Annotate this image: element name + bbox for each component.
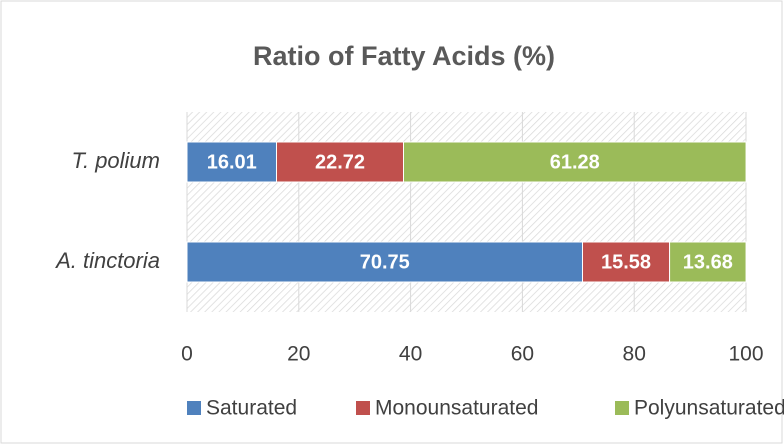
value-label: 70.75 bbox=[360, 251, 410, 273]
value-label: 22.72 bbox=[315, 151, 365, 173]
value-label: 16.01 bbox=[207, 151, 257, 173]
bar-segment bbox=[186, 241, 583, 283]
category-label: T. polium bbox=[72, 148, 160, 173]
value-label: 61.28 bbox=[550, 151, 600, 173]
x-tick-label: 40 bbox=[399, 343, 422, 366]
legend-label: Saturated bbox=[206, 397, 297, 420]
chart-title: Ratio of Fatty Acids (%) bbox=[253, 41, 555, 71]
category-label: A. tinctoria bbox=[54, 248, 160, 273]
x-tick-label: 60 bbox=[511, 343, 534, 366]
bar-segment bbox=[669, 241, 747, 283]
bar-segment bbox=[581, 241, 671, 283]
bar-segment bbox=[403, 141, 747, 183]
x-tick-label: 0 bbox=[181, 343, 193, 366]
legend-swatch bbox=[356, 401, 370, 415]
legend-swatch bbox=[615, 401, 629, 415]
x-tick-label: 100 bbox=[728, 343, 763, 366]
value-label: 15.58 bbox=[601, 251, 651, 273]
bar-segment bbox=[186, 141, 277, 183]
legend-swatch bbox=[187, 401, 201, 415]
legend-label: Monounsaturated bbox=[375, 397, 538, 420]
legend-label: Polyunsaturated bbox=[634, 397, 784, 420]
bar-segment bbox=[275, 141, 405, 183]
x-tick-label: 20 bbox=[287, 343, 310, 366]
x-tick-label: 80 bbox=[623, 343, 646, 366]
value-label: 13.68 bbox=[683, 251, 733, 273]
